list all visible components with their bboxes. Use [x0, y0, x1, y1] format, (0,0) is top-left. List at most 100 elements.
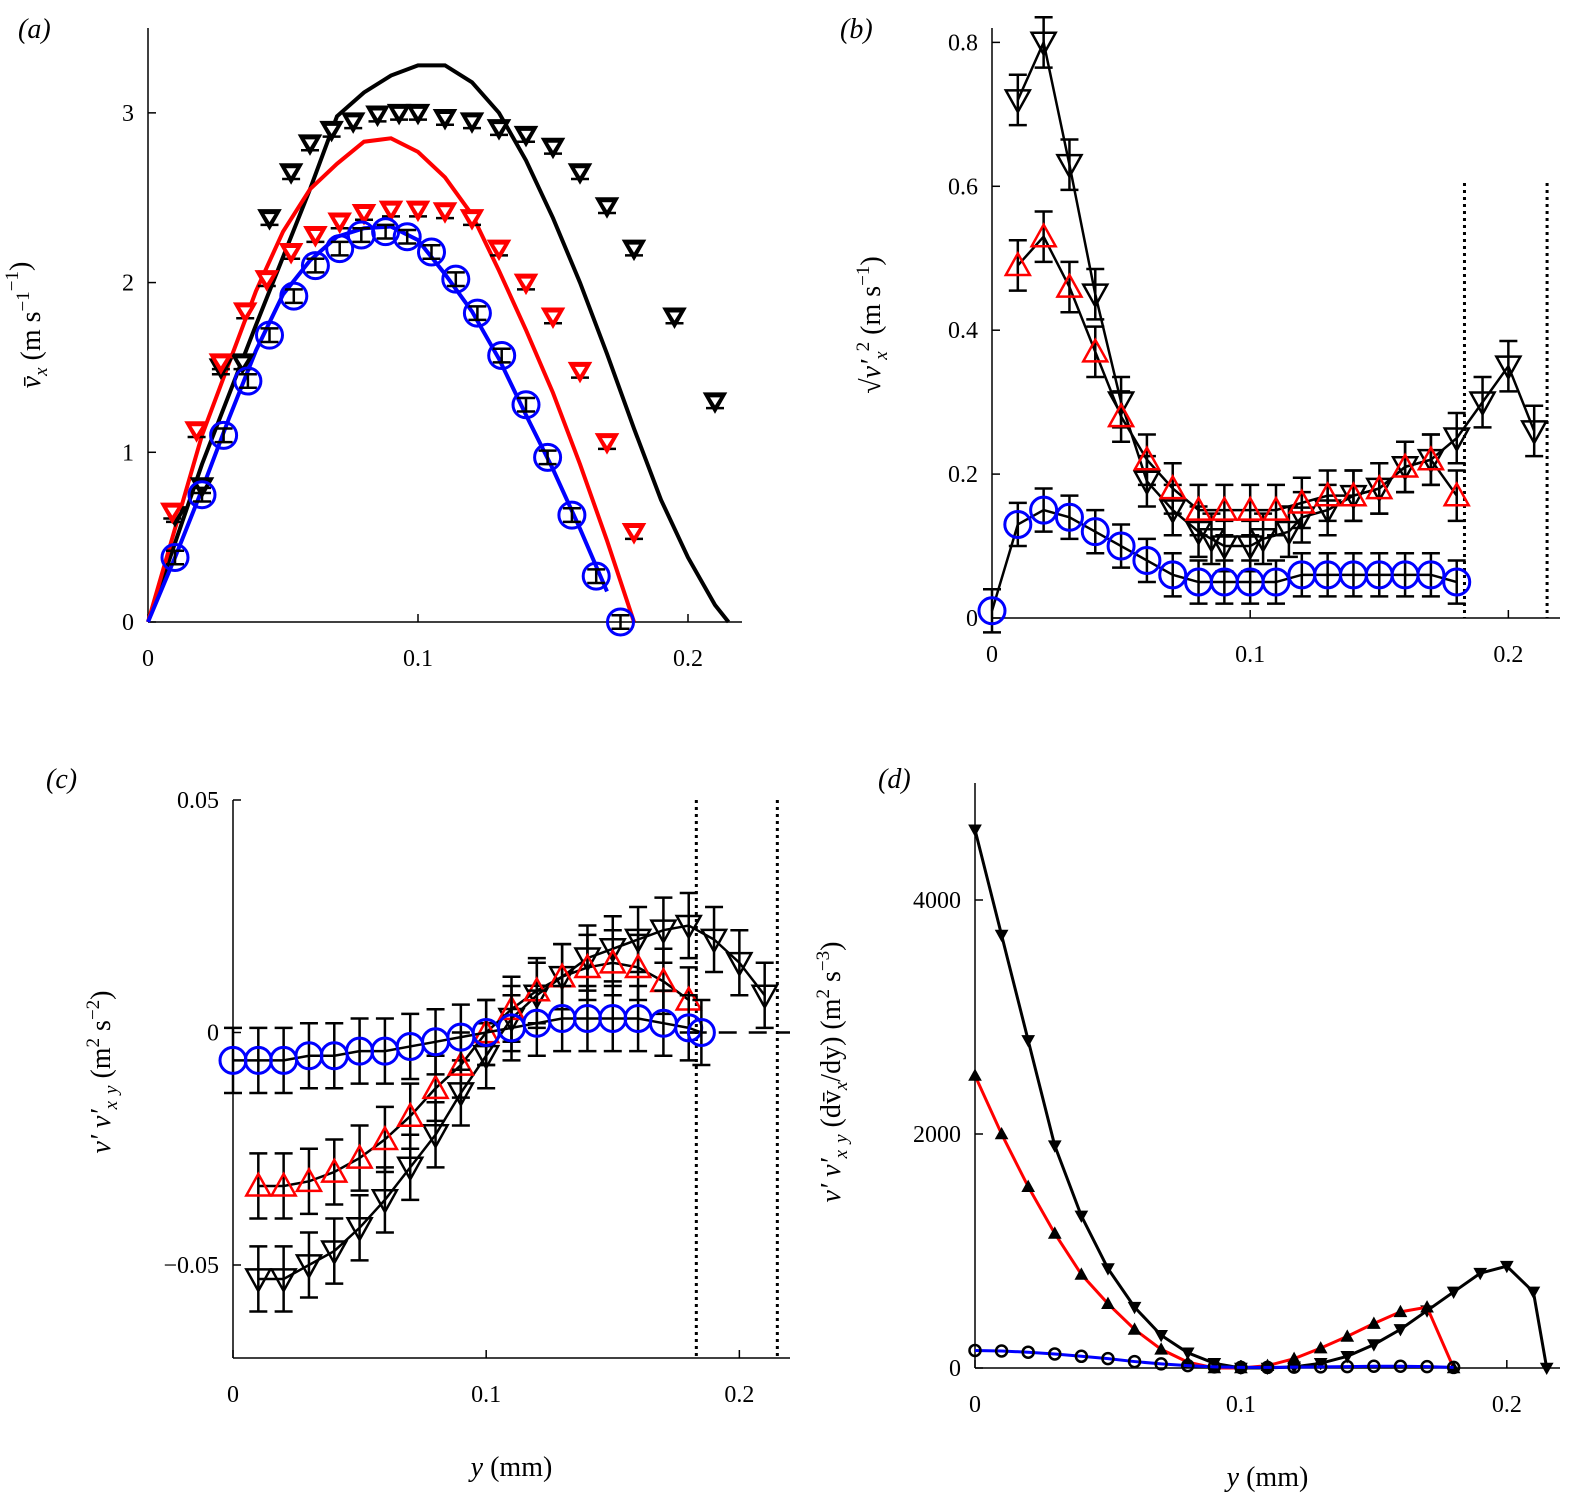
data-point-inner [575, 366, 585, 375]
y-axis-label-part: s [86, 1020, 117, 1038]
y-tick-label: 0 [966, 606, 978, 632]
y-tick-label: 3 [122, 101, 134, 127]
data-point [1313, 1341, 1328, 1354]
y-axis-label-part: ) [86, 990, 117, 999]
data-point-inner [237, 358, 248, 367]
data-point [1021, 1345, 1035, 1359]
y-axis-label-part: −3 [813, 951, 834, 971]
series-tri-down-red [160, 200, 647, 545]
y-axis-label-part: ) [5, 262, 36, 271]
data-point [623, 952, 653, 979]
x-tick-label: 0.1 [1226, 1392, 1256, 1418]
data-point [1393, 1324, 1408, 1337]
data-point-inner [669, 312, 680, 321]
data-point [1029, 222, 1058, 248]
data-point [269, 1171, 298, 1197]
data-point-inner [167, 507, 178, 516]
data-point [1210, 495, 1239, 521]
data-point-inner [305, 139, 315, 148]
data-point [968, 824, 982, 837]
data-point [750, 984, 779, 1010]
x-tick-label: 0.1 [1235, 642, 1265, 668]
data-point [209, 420, 239, 450]
data-point [977, 596, 1007, 626]
data-point-inner [440, 207, 450, 216]
y-axis-label-part: v′ v′ [86, 1109, 117, 1154]
data-point-inner [467, 214, 477, 223]
data-point [1184, 495, 1213, 521]
data-point [1047, 1226, 1062, 1239]
data-point [1520, 420, 1549, 446]
data-point-inner [413, 205, 423, 214]
y-axis-label: √v′x2 (m s−1) [853, 256, 892, 393]
data-point [1106, 531, 1136, 561]
series-circle-small [968, 1343, 1461, 1375]
data-point [1287, 488, 1316, 514]
data-point [1416, 445, 1446, 471]
data-point-inner [310, 231, 321, 240]
series-circle-open [977, 487, 1472, 634]
data-point [1446, 1360, 1461, 1375]
data-point-inner [386, 205, 396, 214]
y-tick-label: 0.8 [948, 30, 978, 56]
y-axis-label-part: ) [856, 256, 887, 265]
data-point [1260, 1360, 1275, 1375]
y-axis-label-part: (m [86, 1047, 117, 1085]
x-tick-label: 0 [986, 642, 998, 668]
y-axis-label-part: ) [816, 942, 847, 951]
data-point-inner [548, 312, 558, 321]
series-connector [258, 961, 690, 1188]
data-point [417, 237, 446, 267]
panel-label: (c) [46, 764, 77, 795]
data-point [1101, 1351, 1115, 1366]
series-tri-up-open [244, 928, 703, 1220]
data-point-inner [521, 130, 531, 139]
y-axis-label-part: 2 [853, 342, 874, 352]
data-point-inner [440, 113, 450, 122]
data-point [1127, 1301, 1142, 1315]
data-point [1261, 495, 1291, 521]
y-axis-label: v′ v′x y (m2 s−2) [83, 990, 122, 1153]
data-point [1197, 528, 1226, 554]
model-curve [146, 63, 731, 624]
data-point-inner [602, 202, 612, 211]
data-point [1003, 250, 1032, 277]
y-axis-label-part: v′ v′ [816, 1157, 847, 1202]
data-point [1367, 1339, 1381, 1352]
data-point [1494, 355, 1523, 381]
y-tick-label: 0 [122, 610, 134, 636]
x-tick-label: 0.1 [403, 646, 433, 672]
data-point-inner [264, 214, 275, 223]
data-point [446, 1050, 475, 1076]
data-point [1365, 473, 1394, 500]
data-point [1393, 1304, 1408, 1318]
x-tick-label: 0.2 [1492, 1392, 1522, 1418]
y-axis-label-part: x [831, 1081, 852, 1091]
data-point [1390, 452, 1420, 478]
x-axis-label-var: y [468, 1452, 484, 1483]
data-point [421, 1123, 450, 1150]
series-tri-up-open [1003, 210, 1471, 537]
x-tick-label: 0 [142, 646, 154, 672]
panel-label: (b) [840, 14, 873, 45]
data-point [1526, 1286, 1541, 1299]
data-point [1154, 1342, 1168, 1355]
data-point [1539, 1362, 1554, 1376]
data-point-inner [467, 117, 477, 126]
data-point [370, 1189, 400, 1215]
y-tick-label: 1 [122, 440, 134, 466]
data-point [1048, 1347, 1062, 1361]
data-point [1420, 1300, 1434, 1313]
data-point-inner [215, 358, 226, 367]
data-point [968, 1343, 982, 1358]
y-tick-label: 2 [122, 271, 134, 297]
data-point [1416, 560, 1446, 590]
data-point [421, 1073, 450, 1100]
panel-label: (d) [878, 764, 911, 795]
y-axis-label-part: −1 [853, 266, 874, 286]
data-point-inner [197, 482, 207, 491]
y-axis-label-part: y [831, 1134, 852, 1145]
data-point [294, 1166, 324, 1193]
panel-b: 0 0.1 0.2 0 0.2 0.4 0.6 0.8 (b) √v′x2 (m s−1) [840, 14, 1560, 668]
data-point [1127, 1354, 1142, 1369]
